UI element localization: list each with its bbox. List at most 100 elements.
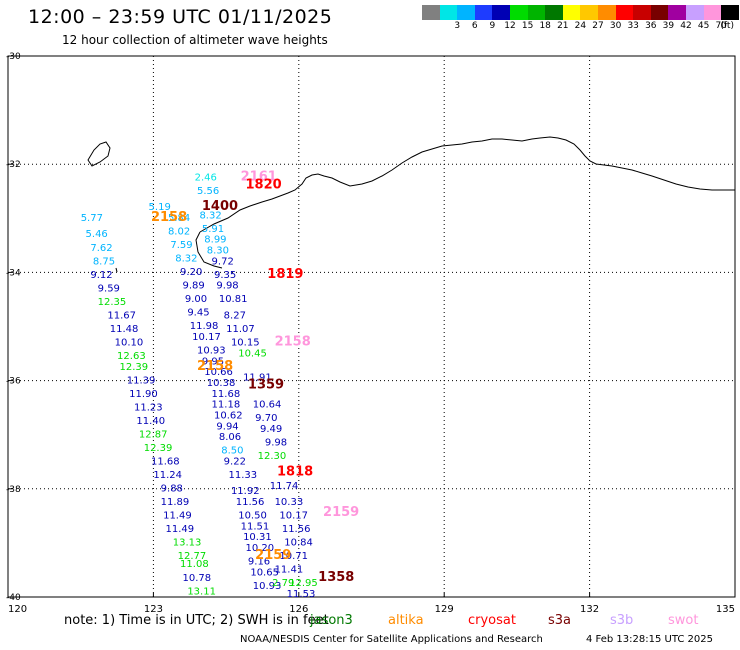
wave-height-label: 10.66: [204, 367, 233, 378]
wave-height-label: 10.33: [275, 497, 304, 508]
color-scale-tick-label: 12: [504, 21, 516, 31]
color-scale-tick-label: 27: [592, 21, 604, 31]
legend-note: note: 1) Time is in UTC; 2) SWH is in fe…: [64, 613, 329, 628]
latitude-tick-label: -32: [6, 160, 21, 170]
wave-height-label: 10.45: [238, 348, 267, 359]
wave-height-label: 9.95: [202, 356, 224, 367]
pass-time-label: 1400: [202, 199, 238, 214]
color-scale-tick-label: 30: [609, 21, 622, 31]
wave-height-label: 10.20: [245, 543, 274, 554]
color-scale-swatch: [457, 5, 475, 20]
wave-height-label: 12.39: [119, 362, 148, 373]
wave-height-label: 5.91: [202, 224, 224, 235]
wave-height-label: 10.81: [219, 294, 248, 305]
color-scale-tick-label: 15: [521, 21, 534, 31]
wave-height-label: 9.59: [98, 283, 120, 294]
wave-height-label: 2.79: [272, 578, 294, 589]
longitude-tick-label: 129: [435, 604, 454, 615]
wave-height-label: 11.90: [129, 389, 158, 400]
color-scale-tick-label: 18: [539, 21, 551, 31]
pass-time-label: 2159: [323, 505, 359, 520]
color-scale-tick-label: 33: [627, 21, 639, 31]
color-scale-tick-label: 42: [680, 21, 692, 31]
wave-height-label: 11.39: [127, 375, 156, 386]
map-subtitle: 12 hour collection of altimeter wave hei…: [62, 33, 328, 47]
wave-height-label: 10.50: [238, 511, 267, 522]
wave-height-label: 10.17: [192, 332, 221, 343]
island-outline: [115, 267, 118, 273]
color-scale-swatch: [703, 5, 722, 20]
color-scale-swatch: [474, 5, 493, 20]
satellite-legend-altika: altika: [388, 613, 424, 628]
pass-time-label: 1820: [245, 178, 281, 193]
wave-height-label: 7.59: [170, 240, 192, 251]
wave-height-label: 10.10: [115, 337, 144, 348]
color-scale-tick-label: 36: [645, 21, 657, 31]
footer-credit: NOAA/NESDIS Center for Satellite Applica…: [240, 634, 543, 645]
latitude-tick-label: -34: [6, 268, 21, 278]
color-scale-tick-label: 24: [574, 21, 587, 31]
color-scale-swatch: [439, 5, 458, 20]
wave-height-label: 11.23: [134, 402, 163, 413]
latitude-tick-label: -30: [6, 52, 21, 62]
wave-height-label: 9.89: [182, 281, 204, 292]
color-scale-tick-label: 70: [715, 21, 727, 31]
wave-height-label: 11.51: [241, 521, 270, 532]
map-title: 12:00 – 23:59 UTC 01/11/2025: [28, 6, 333, 28]
latitude-tick-label: -38: [6, 485, 21, 495]
wave-height-label: 8.50: [221, 446, 243, 457]
pass-time-label: 2159: [255, 548, 291, 563]
color-scale-swatch: [633, 5, 651, 20]
wave-height-label: 8.32: [175, 254, 197, 265]
wave-height-label: 11.98: [190, 321, 219, 332]
color-scale-tick-label: 45: [697, 21, 710, 31]
color-scale-swatch: [562, 5, 581, 20]
wave-height-label: 11.18: [212, 400, 241, 411]
wave-height-label: 11.89: [161, 497, 190, 508]
satellite-legend-s3b: s3b: [610, 613, 634, 628]
wave-height-label: 5.19: [149, 202, 171, 213]
wave-height-label: 9.20: [180, 267, 202, 278]
wave-height-label: 11.67: [107, 310, 136, 321]
latitude-tick-label: -40: [6, 593, 21, 603]
color-scale: [422, 5, 739, 20]
color-scale-swatch: [527, 5, 546, 20]
wave-height-label: 11.48: [110, 324, 139, 335]
wave-height-label: 8.32: [199, 210, 221, 221]
wave-height-label: 9.45: [187, 308, 209, 319]
wave-height-label: 11.53: [287, 589, 316, 600]
color-scale-unit: (ft): [720, 21, 734, 31]
island-outline: [87, 141, 111, 167]
wave-height-label: 9.00: [185, 294, 207, 305]
wave-height-label: 10.17: [279, 511, 308, 522]
wave-height-label: 8.99: [204, 235, 226, 246]
wave-height-label: 11.08: [180, 559, 209, 570]
pass-time-label: 2161: [241, 169, 277, 184]
wave-height-label: 9.94: [216, 421, 238, 432]
color-scale-tick-label: 39: [662, 21, 675, 31]
wave-height-label: 11.07: [226, 324, 255, 335]
wave-height-label: 11.49: [166, 524, 195, 535]
wave-height-label: 11.33: [229, 470, 258, 481]
wave-height-label: 11.68: [151, 456, 180, 467]
color-scale-tick-label: 9: [489, 21, 496, 31]
color-scale-swatch: [422, 5, 440, 20]
wave-height-label: 11.92: [231, 486, 260, 497]
wave-height-label: 11.74: [270, 481, 299, 492]
color-scale-swatch: [615, 5, 634, 20]
wave-height-label: 10.93: [197, 346, 226, 357]
color-scale-swatch: [721, 5, 739, 20]
wave-height-label: 9.16: [248, 557, 270, 568]
wave-height-label: 9.49: [260, 424, 282, 435]
wave-height-label: 10.64: [253, 400, 282, 411]
wave-height-label: 8.30: [207, 245, 229, 256]
wave-height-label: 7.62: [90, 243, 112, 254]
wave-height-label: 11.41: [275, 565, 304, 576]
wave-height-label: 11.56: [236, 497, 265, 508]
wave-height-label: 8.75: [93, 256, 115, 267]
color-scale-swatch: [685, 5, 704, 20]
wave-height-label: 12.39: [144, 443, 173, 454]
wave-height-label: 11.40: [136, 416, 165, 427]
pass-time-label: 1819: [267, 267, 303, 282]
longitude-tick-label: 132: [580, 604, 599, 615]
